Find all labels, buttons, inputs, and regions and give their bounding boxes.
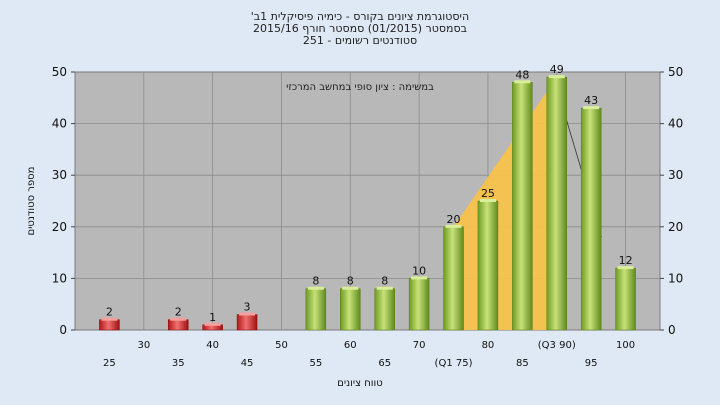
x-axis-title: טווח ציונים [337,378,382,389]
y-tick-right: 50 [668,65,683,79]
bar-80 [477,200,499,331]
chart-title-line: סטודנטים רשומים - 251 [303,34,417,47]
data-label-45: 3 [244,301,251,314]
bar-75 [443,226,464,331]
x-tick-row2: 65 [378,358,391,369]
bar-45 [236,314,258,331]
y-tick-left: 0 [59,323,67,337]
bar-cap-40 [204,322,221,326]
bar-95 [580,107,602,331]
x-tick-row1: (Q3 90) [538,340,576,351]
x-tick-row1: 40 [206,340,219,351]
x-tick-row2: 45 [241,358,254,369]
y-tick-right: 10 [668,271,683,285]
chart-title-line: היסטוגרמת ציונים בקורס - כימיה פיסיקלית … [251,10,469,23]
data-label-25: 2 [106,306,113,319]
bar-cap-45 [239,312,256,316]
data-label-35: 2 [175,306,182,319]
data-label-75: 20 [447,213,461,226]
bar-cap-100 [617,266,634,270]
y-tick-right: 20 [668,220,683,234]
x-tick-row1: 60 [344,340,357,351]
x-tick-row2: 55 [310,358,323,369]
y-tick-left: 10 [52,271,67,285]
bar-35 [167,319,189,331]
data-label-55: 8 [312,275,319,288]
x-tick-row1: 50 [275,340,288,351]
data-label-80: 25 [481,187,495,200]
y-tick-left: 50 [52,65,67,79]
bar-55 [305,288,327,331]
data-label-60: 8 [347,275,354,288]
bar-60 [340,288,361,331]
bar-cap-95 [583,106,600,110]
data-label-100: 12 [619,254,633,267]
bar-cap-80 [479,199,496,202]
bar-cap-35 [170,317,187,321]
x-tick-row1: 80 [482,340,495,351]
data-label-70: 10 [412,264,426,277]
bar-65 [374,288,395,331]
bar-85 [512,82,533,331]
chart-title-line: בסמסטר (01/2015) סמסטר חורף 2015/16 [253,22,467,35]
bar-cap-55 [307,286,324,290]
bar-cap-65 [376,286,393,290]
y-tick-right: 30 [668,168,683,182]
bar-90 [546,76,568,331]
bar-cap-25 [101,317,118,321]
x-tick-row2: 35 [172,358,185,369]
plot-annotation: במשימה : ציון סופי במחשב המרכזי [286,82,434,93]
y-tick-left: 40 [52,117,67,131]
x-tick-row1: 100 [616,340,635,351]
y-tick-left: 30 [52,168,67,182]
bar-70 [408,278,430,331]
data-label-85: 48 [515,68,529,81]
y-tick-right: 0 [668,323,676,337]
data-label-65: 8 [381,275,388,288]
data-label-90: 49 [550,63,564,76]
bar-cap-60 [342,286,359,290]
bar-25 [99,319,120,331]
x-tick-row1: 70 [413,340,426,351]
y-axis-title: מספר סטודנטים [26,167,37,236]
bar-100 [615,267,636,331]
x-tick-row2: 95 [585,358,598,369]
bar-cap-90 [548,75,565,79]
bar-cap-75 [445,224,462,228]
plot-area [74,71,661,331]
x-tick-row2: 25 [103,358,116,369]
y-tick-right: 40 [668,117,683,131]
x-tick-row1: 30 [137,340,150,351]
x-tick-row2: 85 [516,358,529,369]
bar-cap-85 [514,80,531,84]
bar-cap-70 [411,276,428,280]
data-label-95: 43 [584,94,598,107]
y-tick-left: 20 [52,220,67,234]
x-tick-row2: (Q1 75) [435,358,473,369]
data-label-40: 1 [209,311,216,324]
